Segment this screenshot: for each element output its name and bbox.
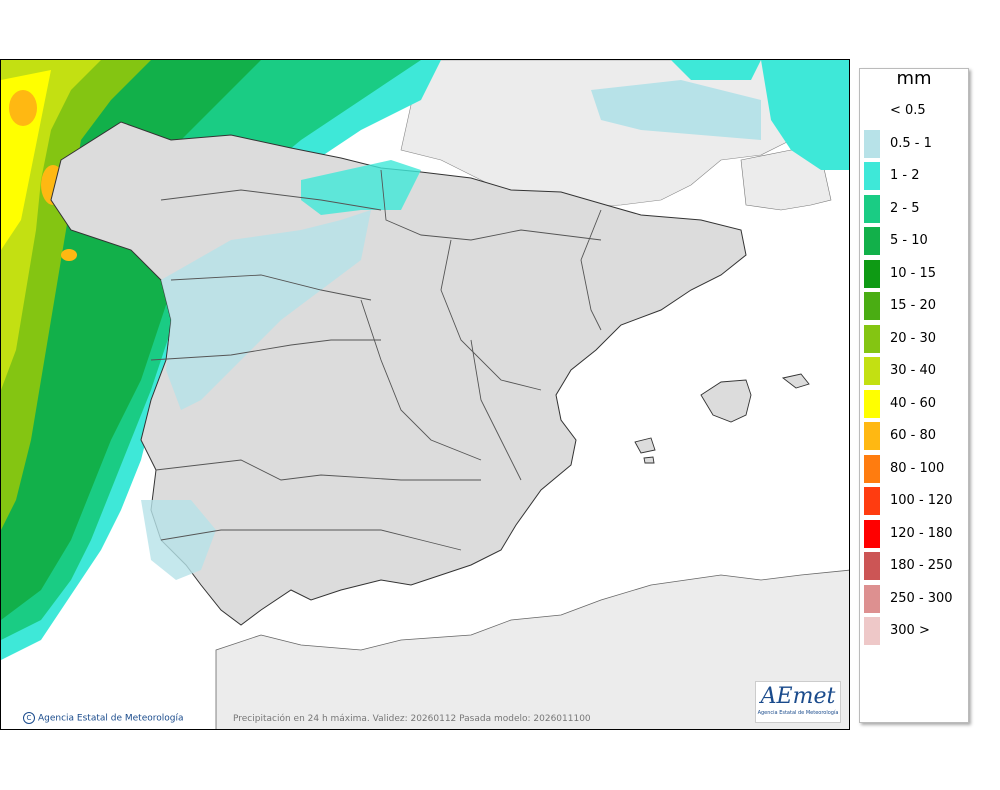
legend-item: 300 > (864, 617, 964, 645)
ibiza-island (634, 437, 656, 454)
legend-label: 100 - 120 (890, 493, 953, 508)
copyright-text: Agencia Estatal de Meteorología (38, 713, 184, 724)
logo-subtitle: Agencia Estatal de Meteorología (757, 710, 839, 716)
legend-label: 5 - 10 (890, 233, 928, 248)
legend-item: 250 - 300 (864, 584, 964, 613)
legend-item: 60 - 80 (864, 422, 964, 450)
formentera-island (643, 456, 655, 464)
precip-cell-60-80-b (9, 90, 37, 126)
legend-swatch (864, 617, 880, 645)
copyright-icon: C (23, 712, 35, 724)
legend-label: 1 - 2 (890, 168, 920, 183)
legend-item: 120 - 180 (864, 519, 964, 548)
precipitation-map: C Agencia Estatal de Meteorología Precipi… (0, 59, 850, 730)
precip-sw-0.5-1 (141, 500, 216, 580)
legend-item: 180 - 250 (864, 552, 964, 580)
legend-swatch (864, 129, 880, 158)
legend-label: 20 - 30 (890, 330, 937, 346)
legend-item: 30 - 40 (864, 357, 964, 385)
legend-label: 80 - 100 (890, 460, 945, 476)
legend-swatch (864, 162, 880, 190)
precip-ne-0.5-1 (591, 80, 761, 140)
legend-swatch (864, 324, 880, 353)
precip-cell-60-80-c (61, 249, 77, 261)
legend-item: 15 - 20 (864, 292, 964, 320)
menorca-island (781, 373, 810, 389)
legend-label: 15 - 20 (890, 298, 937, 313)
legend-swatch (864, 97, 880, 125)
legend-swatch (864, 389, 880, 418)
legend-item: 10 - 15 (864, 259, 964, 288)
legend-label: 180 - 250 (890, 558, 953, 573)
legend-swatch (864, 584, 880, 613)
map-canvas (1, 60, 849, 729)
map-caption: Precipitación en 24 h máxima. Validez: 2… (233, 714, 591, 724)
legend-item: 5 - 10 (864, 227, 964, 255)
legend-label: 0.5 - 1 (890, 135, 932, 151)
legend-label: 60 - 80 (890, 428, 937, 443)
legend-swatch (864, 194, 880, 223)
legend-item: 2 - 5 (864, 194, 964, 223)
legend-label: 10 - 15 (890, 265, 937, 281)
precipitation-legend: mm < 0.5 0.5 - 1 1 - 2 2 - 5 5 - 10 10 - 15 15… (859, 68, 969, 723)
region-borders (150, 169, 602, 551)
precip-peninsula-0.5-1 (161, 210, 371, 410)
legend-swatch (864, 292, 880, 320)
legend-item: 80 - 100 (864, 454, 964, 483)
legend-swatch (864, 487, 880, 515)
legend-item: 20 - 30 (864, 324, 964, 353)
legend-swatch (864, 227, 880, 255)
mallorca-island (700, 379, 752, 423)
legend-item: 1 - 2 (864, 162, 964, 190)
africa-land (215, 569, 849, 729)
legend-swatch (864, 519, 880, 548)
legend-item: 40 - 60 (864, 389, 964, 418)
precip-ne-cell (671, 60, 761, 80)
copyright-notice: C Agencia Estatal de Meteorología (23, 712, 184, 724)
precip-ne-1-2 (761, 60, 849, 170)
legend-label: 30 - 40 (890, 363, 937, 378)
legend-item: 100 - 120 (864, 487, 964, 515)
legend-item: < 0.5 (864, 97, 964, 125)
aemet-logo: AEmet Agencia Estatal de Meteorología (755, 681, 841, 723)
legend-label: 40 - 60 (890, 395, 937, 411)
legend-swatch (864, 422, 880, 450)
legend-label: 300 > (890, 623, 930, 638)
legend-swatch (864, 259, 880, 288)
legend-item: 0.5 - 1 (864, 129, 964, 158)
legend-label: < 0.5 (890, 103, 926, 118)
legend-unit: mm (896, 68, 932, 89)
legend-label: 250 - 300 (890, 590, 953, 606)
legend-label: 120 - 180 (890, 525, 953, 541)
logo-wordmark: AEmet (760, 684, 836, 709)
legend-swatch (864, 552, 880, 580)
legend-swatch (864, 357, 880, 385)
legend-swatch (864, 454, 880, 483)
legend-label: 2 - 5 (890, 200, 920, 216)
